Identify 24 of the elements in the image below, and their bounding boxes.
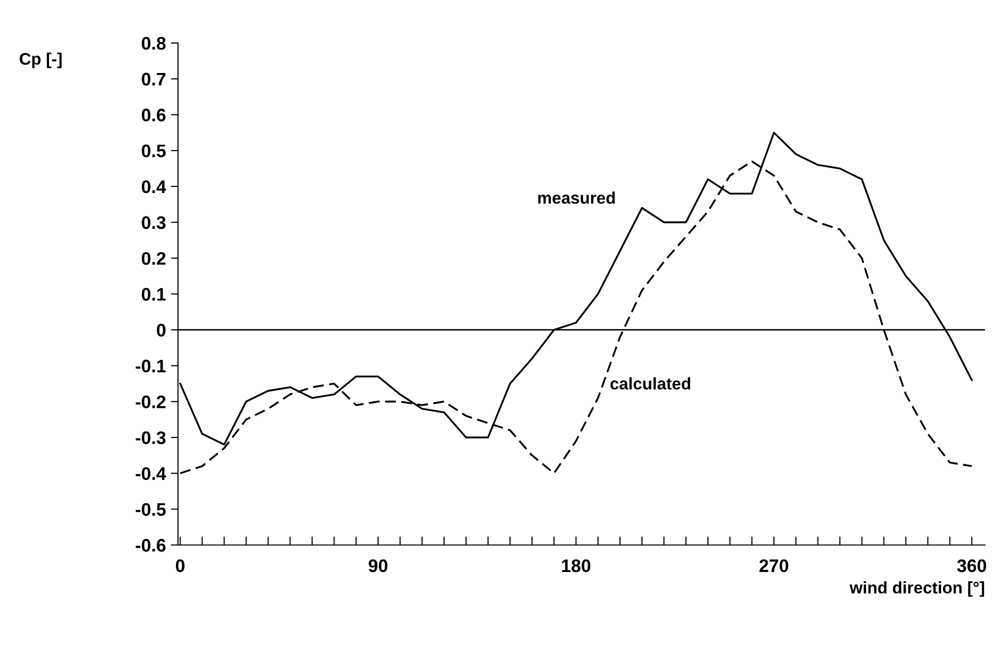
y-tick-label: 0.3 xyxy=(142,216,166,230)
x-tick-label: 90 xyxy=(368,559,388,572)
y-tick-label: 0.8 xyxy=(142,36,166,50)
y-tick-label: -0.1 xyxy=(136,360,166,372)
x-tick-label: 270 xyxy=(759,559,788,572)
series-label: measured xyxy=(538,192,615,204)
y-tick-label: 0.1 xyxy=(142,288,166,301)
x-tick-label: 180 xyxy=(562,559,590,572)
x-axis-title: wind direction [°] xyxy=(850,581,984,597)
y-tick-label: -0.4 xyxy=(136,467,166,480)
y-tick-label: 0.4 xyxy=(142,180,166,194)
x-tick-label: 360 xyxy=(957,559,986,572)
y-tick-label: 0.5 xyxy=(142,144,166,158)
y-tick-label: -0.3 xyxy=(136,431,166,444)
x-tick-label: 0 xyxy=(176,559,184,572)
series-label: calculated xyxy=(610,377,690,390)
y-tick-label: -0.6 xyxy=(136,538,166,552)
y-tick-label: 0 xyxy=(156,324,166,337)
y-tick-label: 0.2 xyxy=(142,252,166,265)
y-tick-label: -0.5 xyxy=(136,503,166,516)
y-axis-title: Cp [-] xyxy=(20,52,62,68)
y-tick-label: -0.2 xyxy=(136,396,166,408)
y-tick-label: 0.6 xyxy=(142,108,166,122)
y-tick-label: 0.7 xyxy=(142,72,166,86)
